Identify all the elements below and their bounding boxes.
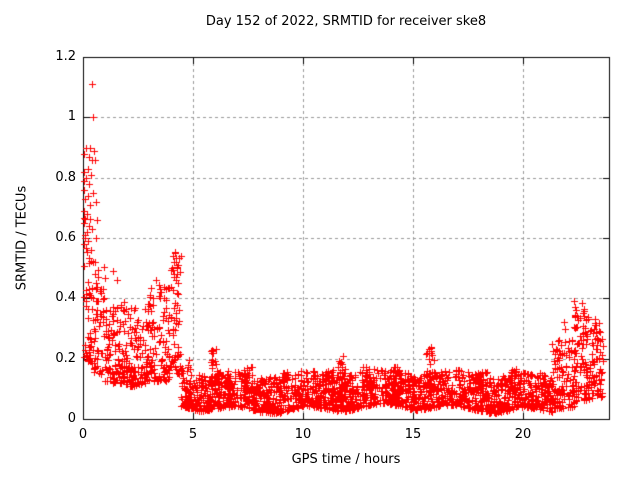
x-axis-title: GPS time / hours [291, 452, 401, 467]
y-tick-label: 0.4 [55, 290, 76, 305]
y-tick-label: 1 [67, 109, 76, 124]
x-tick-label: 0 [78, 427, 88, 442]
chart-title: Day 152 of 2022, SRMTID for receiver ske… [205, 14, 487, 29]
y-tick-label: 0.8 [55, 170, 76, 185]
x-tick-label: 20 [514, 427, 532, 442]
x-tick-label: 5 [188, 427, 198, 442]
x-tick-label: 15 [404, 427, 422, 442]
y-tick-label: 0.2 [55, 351, 76, 366]
x-tick-label: 10 [294, 427, 312, 442]
y-tick-label: 0 [67, 411, 76, 426]
y-tick-label: 1.2 [55, 49, 76, 64]
y-tick-label: 0.6 [55, 230, 76, 245]
